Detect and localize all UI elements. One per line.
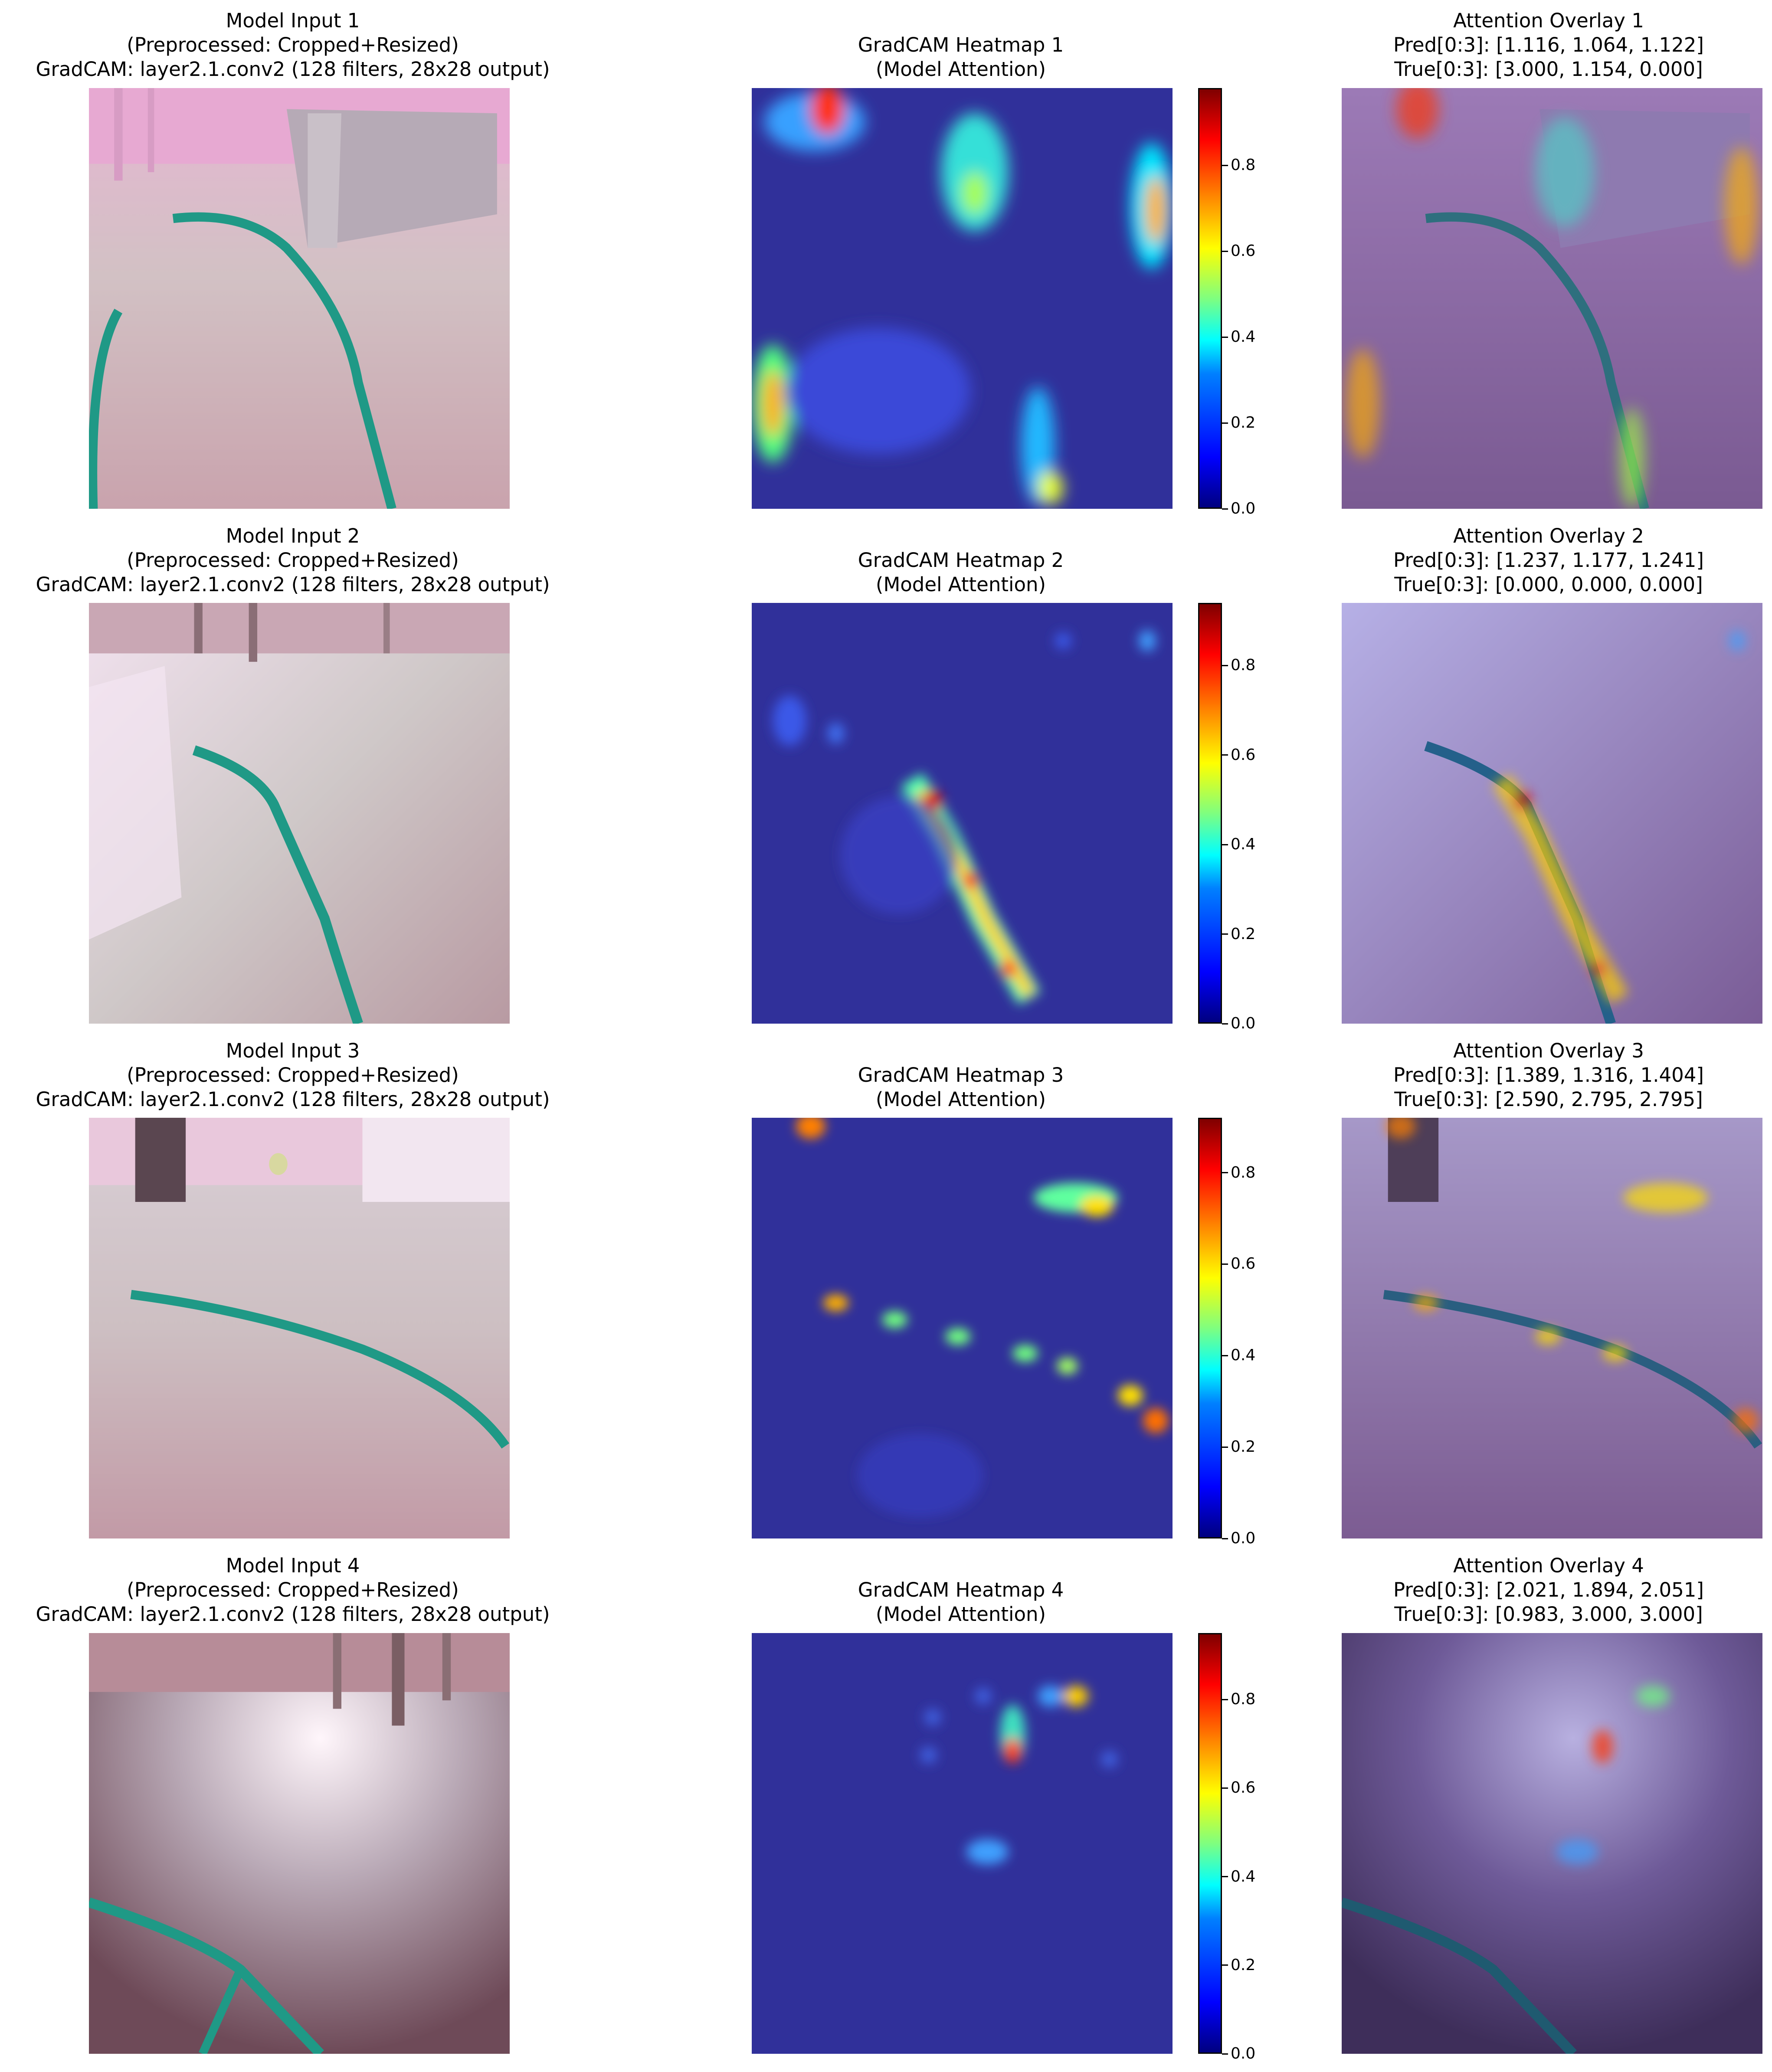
colorbar-tick-mark xyxy=(1222,1172,1228,1174)
colorbar-tick-label: 0.0 xyxy=(1231,1529,1256,1547)
colorbar-tick-mark xyxy=(1222,422,1228,424)
colorbar-tick-mark xyxy=(1222,1538,1228,1539)
colorbar-tick-label: 0.8 xyxy=(1231,1690,1256,1709)
heatmap-image-1 xyxy=(752,88,1173,509)
colorbar-tick-mark xyxy=(1222,933,1228,935)
colorbar-tick-mark xyxy=(1222,754,1228,756)
colorbar-3 xyxy=(1198,1118,1222,1538)
colorbar-tick-mark xyxy=(1222,336,1228,338)
colorbar-tick-label: 0.2 xyxy=(1231,414,1256,432)
colorbar-tick-label: 0.2 xyxy=(1231,1956,1256,1974)
input-image-3 xyxy=(89,1118,510,1538)
colorbar-tick-label: 0.8 xyxy=(1231,656,1256,674)
colorbar-tick-mark xyxy=(1222,1787,1228,1789)
colorbar-4 xyxy=(1198,1633,1222,2054)
colorbar-tick-label: 0.4 xyxy=(1231,1346,1256,1365)
colorbar-tick-mark xyxy=(1222,250,1228,252)
colorbar-tick-label: 0.2 xyxy=(1231,1438,1256,1456)
colorbar-tick-label: 0.6 xyxy=(1231,242,1256,260)
colorbar-tick-label: 0.0 xyxy=(1231,2045,1256,2062)
colorbar-2 xyxy=(1198,603,1222,1024)
heatmap-image-3 xyxy=(752,1118,1173,1538)
colorbar-tick-mark xyxy=(1222,2053,1228,2055)
colorbar-tick-label: 0.4 xyxy=(1231,328,1256,346)
colorbar-tick-label: 0.2 xyxy=(1231,925,1256,943)
heatmap-title-3: GradCAM Heatmap 3 (Model Attention) xyxy=(858,1064,1064,1111)
colorbar-tick-label: 0.6 xyxy=(1231,1255,1256,1273)
colorbar-tick-mark xyxy=(1222,1876,1228,1878)
input-title-3: Model Input 3 (Preprocessed: Cropped+Res… xyxy=(36,1039,550,1111)
colorbar-tick-label: 0.0 xyxy=(1231,1015,1256,1032)
overlay-title-2: Attention Overlay 2 Pred[0:3]: [1.237, 1… xyxy=(1393,524,1704,596)
input-title-1: Model Input 1 (Preprocessed: Cropped+Res… xyxy=(36,9,550,81)
colorbar-tick-mark xyxy=(1222,1964,1228,1966)
colorbar-tick-mark xyxy=(1222,1263,1228,1265)
heatmap-title-1: GradCAM Heatmap 1 (Model Attention) xyxy=(858,33,1064,81)
colorbar-tick-label: 0.4 xyxy=(1231,835,1256,854)
colorbar-tick-mark xyxy=(1222,508,1228,510)
overlay-image-4 xyxy=(1342,1633,1762,2054)
heatmap-title-2: GradCAM Heatmap 2 (Model Attention) xyxy=(858,549,1064,596)
heatmap-image-4 xyxy=(752,1633,1173,2054)
input-image-4 xyxy=(89,1633,510,2054)
overlay-image-3 xyxy=(1342,1118,1762,1538)
overlay-title-1: Attention Overlay 1 Pred[0:3]: [1.116, 1… xyxy=(1393,9,1704,81)
input-title-2: Model Input 2 (Preprocessed: Cropped+Res… xyxy=(36,524,550,596)
colorbar-tick-mark xyxy=(1222,1023,1228,1025)
heatmap-title-4: GradCAM Heatmap 4 (Model Attention) xyxy=(858,1578,1064,1626)
colorbar-tick-mark xyxy=(1222,1699,1228,1700)
overlay-image-2 xyxy=(1342,603,1762,1024)
overlay-title-4: Attention Overlay 4 Pred[0:3]: [2.021, 1… xyxy=(1393,1554,1704,1626)
colorbar-tick-label: 0.6 xyxy=(1231,746,1256,764)
heatmap-image-2 xyxy=(752,603,1173,1024)
colorbar-tick-label: 0.8 xyxy=(1231,156,1256,174)
colorbar-tick-mark xyxy=(1222,164,1228,166)
colorbar-tick-mark xyxy=(1222,844,1228,845)
colorbar-tick-label: 0.4 xyxy=(1231,1867,1256,1885)
input-image-1 xyxy=(89,88,510,509)
colorbar-tick-label: 0.6 xyxy=(1231,1779,1256,1797)
colorbar-tick-label: 0.0 xyxy=(1231,500,1256,517)
colorbar-tick-mark xyxy=(1222,1355,1228,1356)
input-image-2 xyxy=(89,603,510,1024)
overlay-title-3: Attention Overlay 3 Pred[0:3]: [1.389, 1… xyxy=(1393,1039,1704,1111)
colorbar-tick-mark xyxy=(1222,1446,1228,1448)
overlay-image-1 xyxy=(1342,88,1762,509)
input-title-4: Model Input 4 (Preprocessed: Cropped+Res… xyxy=(36,1554,550,1626)
colorbar-tick-mark xyxy=(1222,664,1228,666)
colorbar-tick-label: 0.8 xyxy=(1231,1163,1256,1182)
colorbar-1 xyxy=(1198,88,1222,509)
